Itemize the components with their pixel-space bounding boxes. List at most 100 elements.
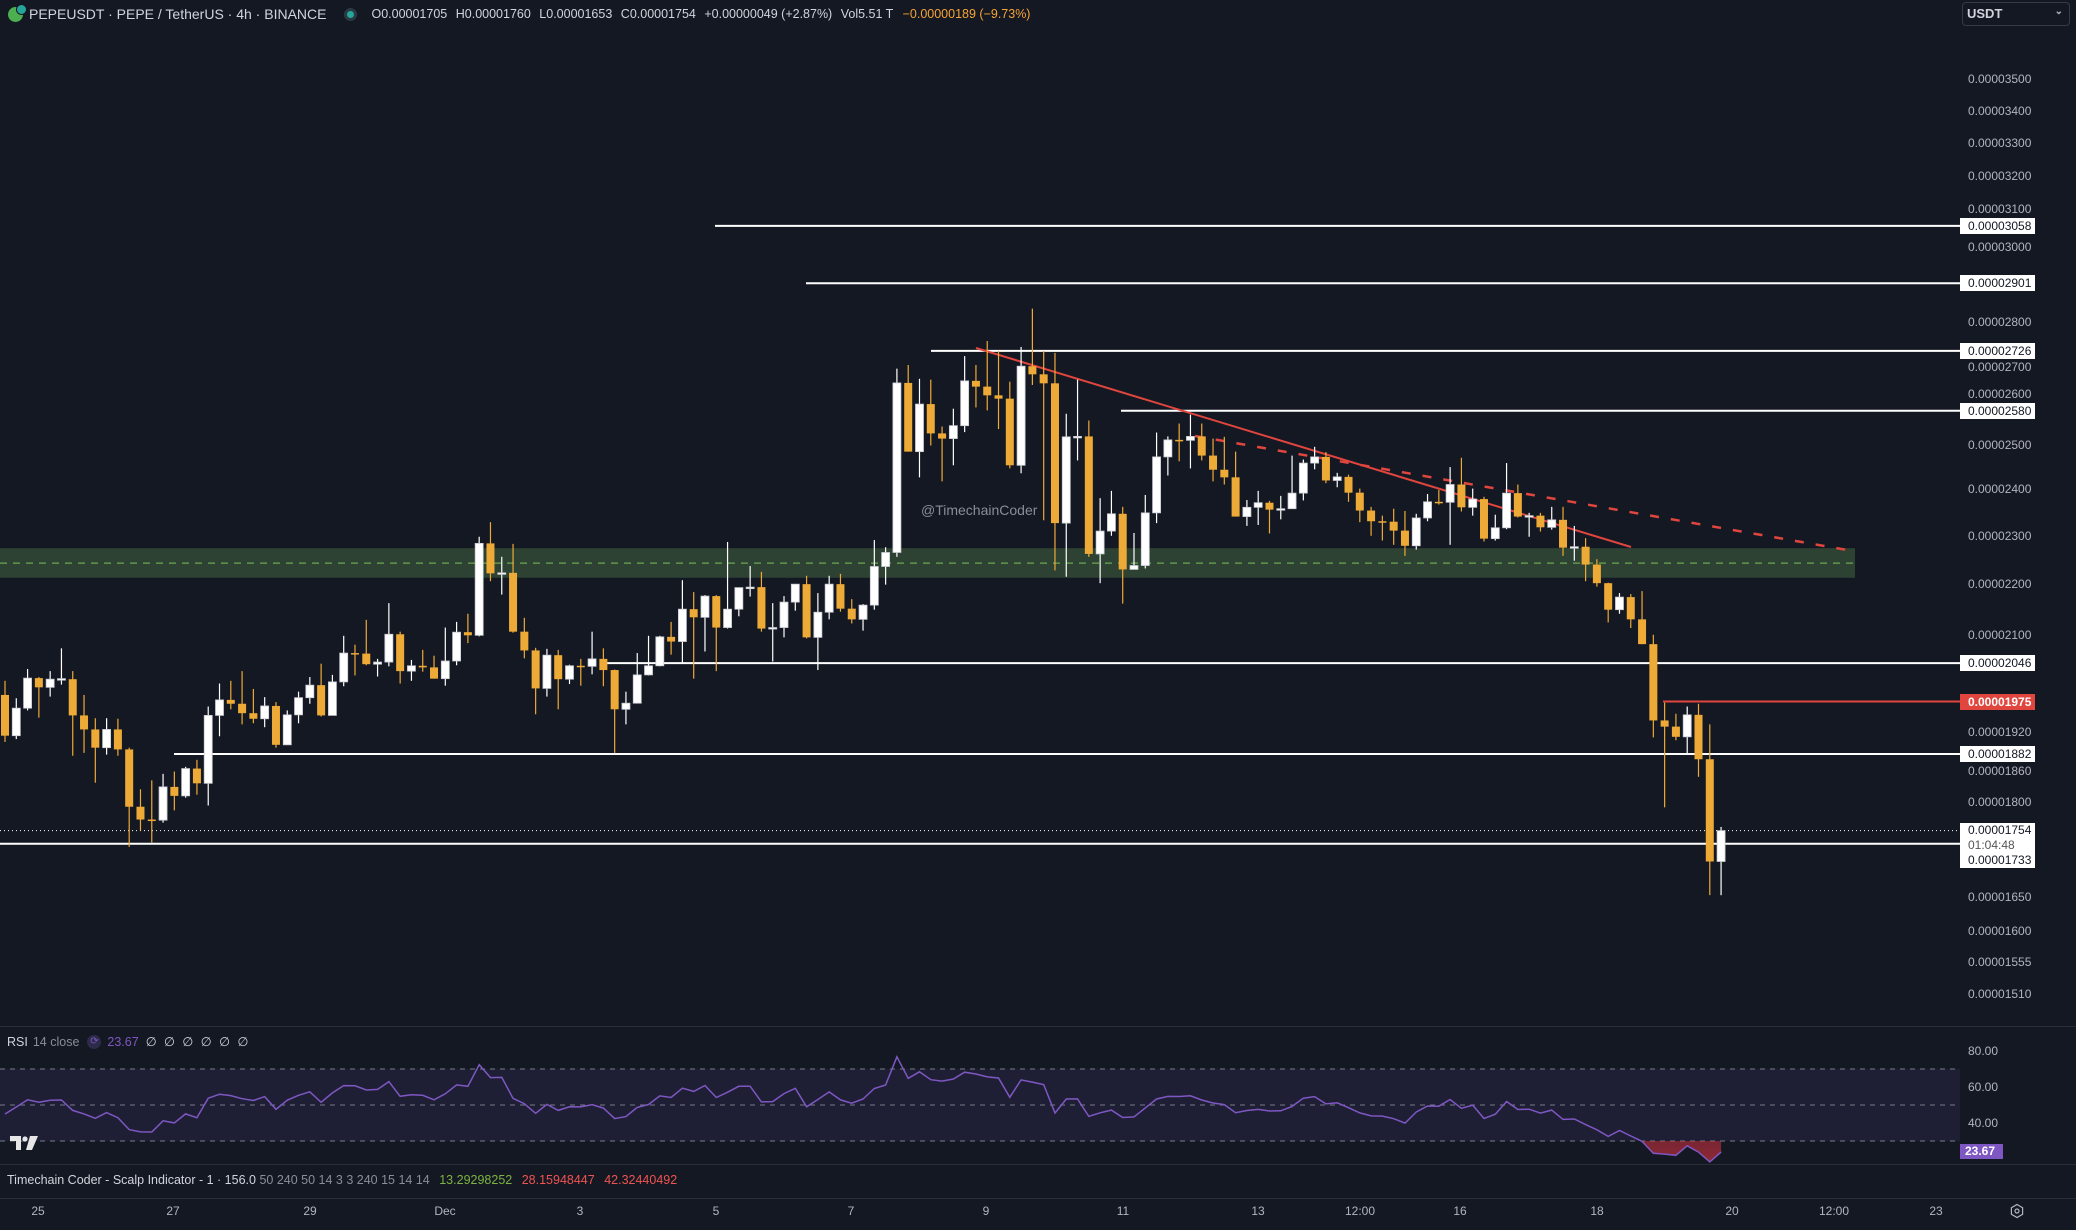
candle-body xyxy=(1107,513,1116,532)
bull-candle xyxy=(440,627,450,686)
bull-candle xyxy=(181,766,191,798)
bull-candle xyxy=(57,648,66,685)
refresh-icon[interactable]: ⟳ xyxy=(87,1034,102,1049)
bull-candle xyxy=(339,635,349,687)
pane-divider[interactable] xyxy=(0,1164,2076,1165)
candle-body xyxy=(282,714,292,746)
bull-candle xyxy=(1547,506,1557,530)
candle-body xyxy=(1344,476,1353,493)
bull-candle xyxy=(1016,346,1026,474)
bear-candle xyxy=(1118,506,1127,604)
bull-candle xyxy=(768,603,778,662)
candle-body xyxy=(350,653,359,655)
candle-body xyxy=(1253,502,1263,508)
candle-body xyxy=(926,404,935,434)
bull-candle xyxy=(745,566,755,597)
bear-candle xyxy=(757,571,766,632)
candle-body xyxy=(1140,512,1150,566)
rsi-name[interactable]: RSI xyxy=(7,1034,28,1049)
tradingview-logo-icon[interactable] xyxy=(10,1136,40,1150)
candle-body xyxy=(1559,519,1568,548)
pane-divider[interactable] xyxy=(0,1026,2076,1027)
level-label: 0.00001975 xyxy=(1960,693,2035,710)
rsi-chart[interactable] xyxy=(0,0,1960,1230)
candle-body xyxy=(576,665,585,668)
bear-candle xyxy=(1389,508,1398,545)
bar-countdown: 01:04:48 xyxy=(1968,837,2015,852)
candle-body xyxy=(1186,436,1195,441)
bull-candle xyxy=(407,659,416,681)
candle-body xyxy=(960,380,970,427)
market-status-icon[interactable] xyxy=(344,7,358,21)
bear-candle xyxy=(1197,423,1206,461)
candle-body xyxy=(994,395,1003,399)
bear-candle xyxy=(1005,381,1014,469)
candle-body xyxy=(1129,565,1139,570)
close-value: 0.00001754 xyxy=(629,7,696,21)
bear-candle xyxy=(994,350,1003,430)
candle-body xyxy=(339,652,349,683)
horizontal-levels[interactable] xyxy=(0,224,1960,845)
bull-candle xyxy=(373,658,382,677)
symbol-title[interactable]: PEPEUSDT · PEPE / TetherUS · 4h · BINANC… xyxy=(29,6,327,22)
bull-candle xyxy=(869,540,879,610)
candle-body xyxy=(418,665,427,668)
candle-body xyxy=(712,596,721,628)
candle-body xyxy=(678,608,687,642)
price-chart[interactable] xyxy=(0,0,1960,1026)
candle-body xyxy=(57,678,66,681)
time-tick-label: 3 xyxy=(576,1204,584,1218)
currency-select[interactable]: USDT ⌄ xyxy=(1962,2,2070,26)
candle-body xyxy=(192,768,201,784)
bear-candle xyxy=(836,573,845,612)
indicator-name[interactable]: Timechain Coder - Scalp Indicator - 1 · … xyxy=(7,1173,256,1187)
candle-body xyxy=(836,584,845,609)
bull-candle xyxy=(452,621,462,666)
bull-candle xyxy=(1073,379,1082,461)
bull-candle xyxy=(779,596,789,638)
candle-body xyxy=(1513,493,1522,517)
current-price-value: 0.00001754 xyxy=(1968,822,2032,837)
bear-candle xyxy=(1513,484,1522,518)
candle-body xyxy=(847,608,856,620)
candle-body xyxy=(238,703,247,714)
bear-candle xyxy=(689,592,698,679)
candle-body xyxy=(430,667,439,679)
candle-body xyxy=(599,658,608,671)
candle-body xyxy=(1479,499,1488,539)
rsi-na-values: ∅ ∅ ∅ ∅ ∅ ∅ xyxy=(145,1035,251,1049)
trendline-dashed xyxy=(1194,434,1854,553)
candle-body xyxy=(904,382,913,452)
rsi-value: 23.67 xyxy=(107,1034,139,1049)
bear-candle xyxy=(531,647,540,715)
bear-candle xyxy=(91,718,100,783)
bull-candle xyxy=(655,635,665,667)
bear-candle xyxy=(971,364,980,408)
candle-body xyxy=(723,608,732,628)
bull-candle xyxy=(203,706,213,806)
settings-icon[interactable] xyxy=(2009,1203,2025,1219)
time-tick-label: 18 xyxy=(1590,1204,1604,1218)
bear-candle xyxy=(68,671,77,756)
candle-body xyxy=(294,697,303,716)
candle-body xyxy=(102,729,112,749)
candle-body xyxy=(1592,564,1601,584)
bull-candle xyxy=(23,668,32,711)
bear-candle xyxy=(238,671,247,725)
ohlc-values: O0.00001705 H0.00001760 L0.00001653 C0.0… xyxy=(371,7,1030,21)
demand-zone[interactable] xyxy=(0,548,1855,578)
candle-body xyxy=(520,631,529,651)
candle-body xyxy=(1242,506,1252,517)
candle-body xyxy=(1073,436,1082,439)
candle-body xyxy=(23,677,32,709)
bull-candle xyxy=(632,653,642,704)
candle-body xyxy=(373,661,382,665)
candle-body xyxy=(869,566,879,606)
level-price-value: 0.00001733 xyxy=(1968,852,2032,867)
bear-candle xyxy=(802,575,811,639)
candle-body xyxy=(1649,644,1658,721)
time-tick-label: Dec xyxy=(434,1204,456,1218)
indicator-value-3: 42.32440492 xyxy=(604,1173,678,1187)
candle-body xyxy=(1265,502,1274,510)
bear-candle xyxy=(34,677,43,718)
